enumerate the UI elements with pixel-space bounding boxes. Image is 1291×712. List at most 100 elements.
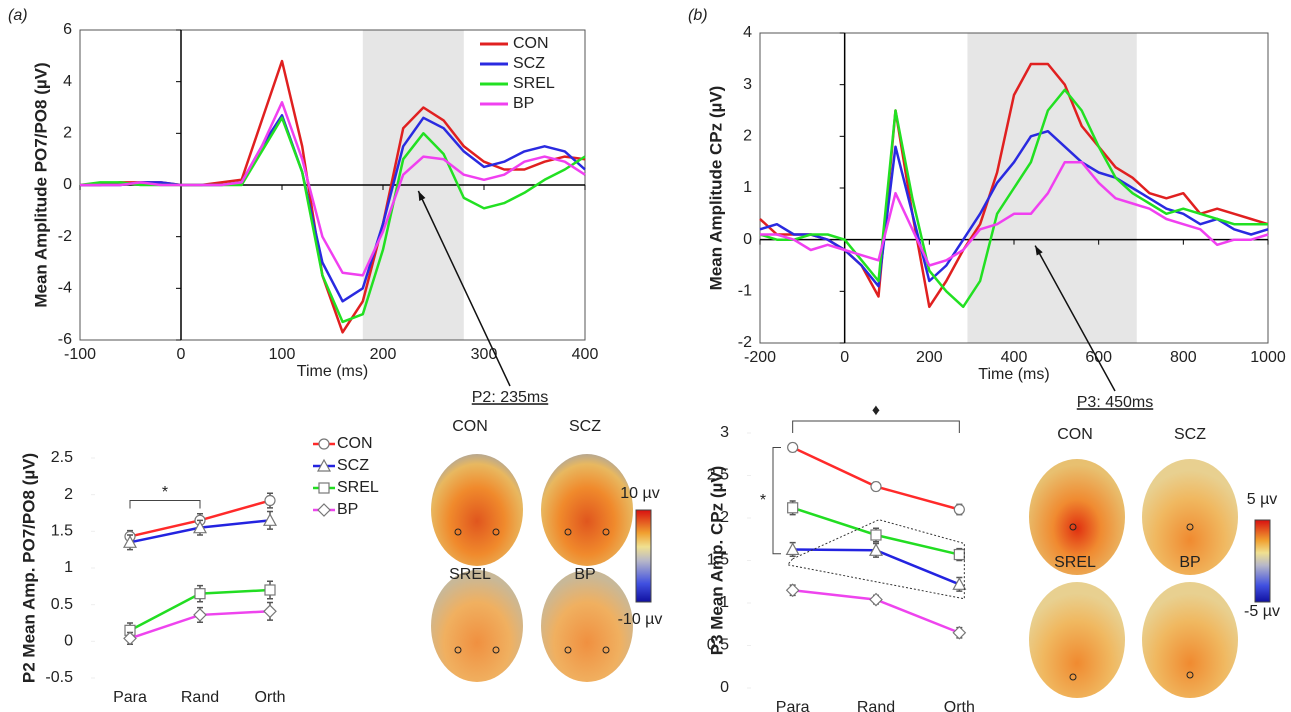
y-tick-label: 3 [720,424,729,441]
x-tick-label: 400 [572,346,599,363]
x-tick-label: Orth [254,689,285,706]
series-line [760,160,1269,267]
y-tick-label: 1 [64,559,73,576]
topo-label: BP [1179,554,1200,571]
legend-label: CON [513,35,549,52]
arrow-head [418,191,426,201]
legend-label: SREL [337,479,379,496]
marker [870,529,882,541]
marker [122,535,138,548]
x-tick-label: Orth [944,699,975,712]
y-axis-title: Mean Amplitude PO7/PO8 (µV) [31,62,50,307]
x-tick-label: 0 [177,346,186,363]
topo-maps-b [1029,459,1271,698]
marker [263,604,277,619]
topo-label: SCZ [569,418,601,435]
topo-label: CON [452,418,488,435]
x-tick-label: 200 [370,346,397,363]
topo-label: SREL [449,566,491,583]
y-axis-title: P3 Mean Amp. CPz (µV) [707,466,726,656]
x-axis-title: Time (ms) [978,366,1049,383]
y-tick-label: -1 [738,283,752,300]
annotation-label: P2: 235ms [472,389,548,406]
marker [316,458,332,472]
marker [123,631,137,646]
x-tick-label: 600 [1085,349,1112,366]
y-tick-label: 4 [743,24,752,41]
legend-label: SREL [513,75,555,92]
x-tick-label: Para [776,699,810,712]
y-tick-label: 3 [743,76,752,93]
legend-label: BP [337,501,358,518]
colorbar-label: 5 µv [1247,491,1278,508]
y-tick-label: 0 [743,231,752,248]
y-axis-title: Mean Amplitude CPz (µV) [706,86,725,291]
colorbar-label: 10 µv [620,485,659,502]
series-line [80,59,586,334]
y-tick-label: -2 [58,228,72,245]
legend-label: SCZ [337,457,369,474]
marker [192,520,208,534]
marker [785,542,800,556]
y-tick-label: -0.5 [45,669,73,686]
y-tick-label: -6 [58,331,72,348]
panel-label: (a) [8,7,28,24]
y-tick-label: 2 [720,509,729,526]
y-tick-label: 0 [720,679,729,696]
marker [952,577,967,590]
marker [785,583,800,598]
series-line [79,116,586,324]
marker [262,513,278,526]
series-line [792,446,960,511]
significance-bracket [772,446,781,555]
annotation-arrow [417,190,511,387]
legend-label: CON [337,435,373,452]
significance-label: * [760,492,766,509]
y-tick-label: 2 [743,128,752,145]
marker [194,588,206,600]
annotation-arrow [1034,245,1116,392]
topo-label: BP [574,566,595,583]
series-line [80,114,586,303]
y-axis-title: P2 Mean Amp. PO7/PO8 (µV) [19,453,38,683]
marker [318,438,330,450]
significance-bracket [792,420,960,433]
y-tick-label: 0 [64,633,73,650]
topo-label: SREL [1054,554,1096,571]
y-tick-label: 0 [63,176,72,193]
y-tick-label: 2.5 [707,467,729,484]
x-tick-label: 300 [471,346,498,363]
marker [868,543,884,556]
significance-label: * [162,484,168,501]
marker [264,494,276,507]
y-tick-label: 0.5 [707,637,729,654]
panel-label: (b) [688,7,708,24]
x-tick-label: 400 [1001,349,1028,366]
x-tick-label: Rand [181,689,219,706]
y-tick-label: 1 [720,594,729,611]
y-tick-label: 6 [63,21,72,38]
y-tick-label: 4 [63,73,72,90]
x-axis-title: Time (ms) [297,363,368,380]
legend-label: BP [513,95,534,112]
arrow-head [1035,245,1043,256]
x-tick-label: 1000 [1250,349,1286,366]
y-tick-label: 2.5 [51,449,73,466]
colorbar-label: -10 µv [618,611,663,628]
plot-frame [759,32,1269,344]
marker [953,503,965,516]
marker [787,502,799,514]
y-tick-label: 2 [64,486,73,503]
annotation-label: P3: 450ms [1077,394,1153,411]
x-tick-label: 800 [1170,349,1197,366]
y-tick-label: 1.5 [707,552,729,569]
legend-label: SCZ [513,55,545,72]
colorbar-label: -5 µv [1244,603,1280,620]
marker [317,503,331,517]
topo-maps-a [431,454,652,682]
marker [193,608,207,622]
marker [264,584,276,596]
y-tick-label: 0.5 [51,596,73,613]
series-line [759,88,1268,309]
